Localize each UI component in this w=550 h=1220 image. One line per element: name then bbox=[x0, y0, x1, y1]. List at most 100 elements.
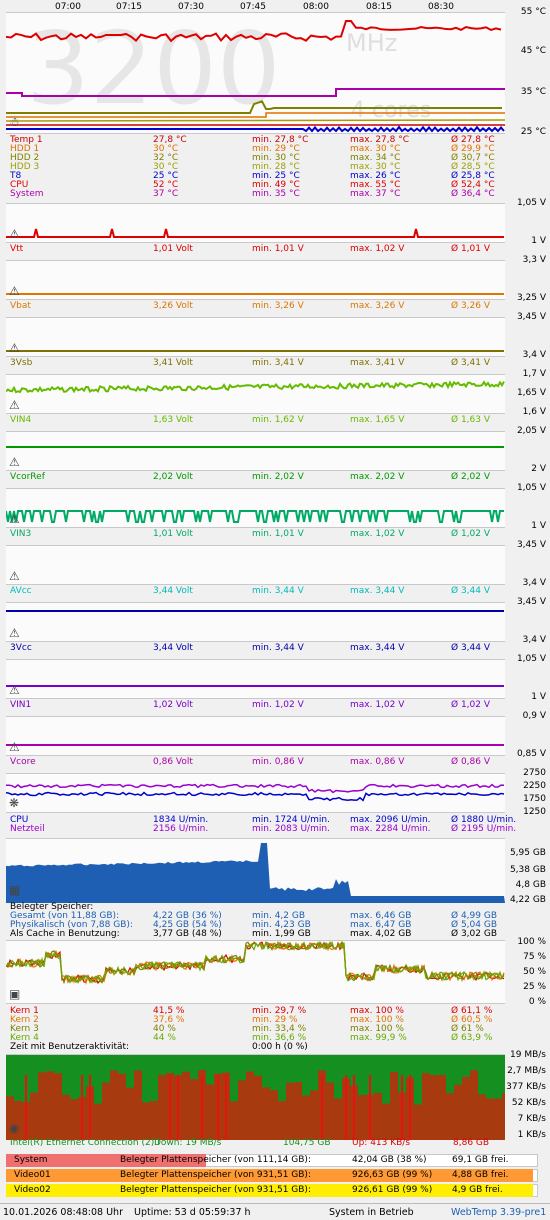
network-axis-label-4: 7 KB/s bbox=[517, 1114, 546, 1124]
time-label-1: 07:15 bbox=[116, 2, 142, 12]
fan-axis-label-0: 2750 bbox=[523, 768, 546, 778]
voltage-row-8-min: min. 1,02 V bbox=[252, 700, 304, 710]
voltage-row-9-min: min. 0,86 V bbox=[252, 757, 304, 767]
temp-row-2-avg: Ø 30,7 °C bbox=[451, 153, 495, 163]
voltage-row-4-max: max. 2,02 V bbox=[350, 472, 405, 482]
memory-row-2-avg: Ø 3,02 GB bbox=[451, 929, 497, 939]
upload-bar bbox=[478, 1094, 486, 1140]
fan-axis-label-2: 1750 bbox=[523, 794, 546, 804]
time-label-0: 07:00 bbox=[55, 2, 81, 12]
voltage-axis-top-0: 1,05 V bbox=[516, 198, 546, 208]
upload-bar bbox=[262, 1087, 270, 1140]
upload-bar bbox=[438, 1074, 446, 1140]
cpu-row-0-max: max. 100 % bbox=[350, 1006, 404, 1016]
voltage-axis-top-3: 1,7 V bbox=[522, 369, 546, 379]
voltage-axis-bottom-5: 1 V bbox=[531, 521, 546, 531]
activity-value: 0:00 h (0 %) bbox=[252, 1042, 308, 1052]
temp-row-0-max: max. 27,8 °C bbox=[350, 135, 410, 145]
voltage-axis-top-2: 3,45 V bbox=[516, 312, 546, 322]
disk-bar-fill-2 bbox=[6, 1184, 533, 1197]
peak-bar bbox=[369, 1075, 371, 1140]
upload-bar bbox=[70, 1099, 78, 1140]
temp-axis-label-1: 45 °C bbox=[520, 46, 546, 56]
cpu-row-3-min: min. 36,6 % bbox=[252, 1033, 307, 1043]
disk-free-1: 4,88 GB frei. bbox=[452, 1170, 509, 1180]
memory-row-1-min: min. 4,23 GB bbox=[252, 920, 311, 930]
fan-axis-label-1: 2250 bbox=[523, 781, 546, 791]
cpu-axis-label-2: 50 % bbox=[523, 967, 546, 977]
upload-bar bbox=[6, 1096, 14, 1140]
peak-bar bbox=[201, 1075, 203, 1140]
temp-row-5-name: CPU bbox=[10, 180, 29, 190]
time-label-5: 08:15 bbox=[366, 2, 392, 12]
network-axis-label-2: 377 KB/s bbox=[506, 1082, 546, 1092]
cpu-row-1-max: max. 100 % bbox=[350, 1015, 404, 1025]
voltage-warning-icon-7: ⚠ bbox=[9, 626, 20, 640]
upload-bar bbox=[182, 1071, 190, 1140]
cpu-clock-watermark: 3200 bbox=[26, 13, 281, 127]
voltage-row-4-min: min. 2,02 V bbox=[252, 472, 304, 482]
upload-bar bbox=[30, 1092, 38, 1140]
cpu-temp-line bbox=[6, 20, 502, 43]
cpu-axis-label-4: 0 % bbox=[528, 997, 546, 1007]
upload-bar bbox=[454, 1084, 462, 1140]
temp-row-2-min: min. 30 °C bbox=[252, 153, 300, 163]
temp-row-5-min: min. 49 °C bbox=[252, 180, 300, 190]
status-app-name: WebTemp 3.39-pre1 bbox=[451, 1207, 547, 1218]
cpu-row-1-min: min. 29 % bbox=[252, 1015, 298, 1025]
network-axis-label-3: 52 KB/s bbox=[511, 1098, 546, 1108]
mhz-watermark: MHz bbox=[346, 29, 397, 57]
upload-bar bbox=[446, 1092, 454, 1140]
peak-bar bbox=[81, 1075, 83, 1140]
temp-row-0-current: 27,8 °C bbox=[153, 135, 187, 145]
cpu-axis-label-3: 25 % bbox=[523, 982, 546, 992]
time-label-2: 07:30 bbox=[178, 2, 204, 12]
upload-bar bbox=[382, 1103, 390, 1140]
voltage-row-3-max: max. 1,65 V bbox=[350, 415, 405, 425]
cpu-row-2-avg: Ø 61 % bbox=[451, 1024, 484, 1034]
network-chart bbox=[6, 1054, 505, 1140]
temp-row-6-max: max. 37 °C bbox=[350, 189, 401, 199]
upload-bar bbox=[294, 1082, 302, 1140]
voltage-warning-icon-8: ⚠ bbox=[9, 683, 20, 697]
cpu-row-1-name: Kern 2 bbox=[10, 1015, 39, 1025]
network-up-total: 8,86 GB bbox=[453, 1138, 490, 1148]
voltage-series-0 bbox=[6, 228, 504, 238]
disk-free-2: 4,9 GB frei. bbox=[452, 1185, 503, 1195]
voltage-row-0-max: max. 1,02 V bbox=[350, 244, 405, 254]
voltage-row-9-avg: Ø 0,86 V bbox=[451, 757, 491, 767]
fan-row-0-current: 1834 U/min. bbox=[153, 815, 209, 825]
voltage-axis-mid-3: 1,65 V bbox=[516, 388, 546, 398]
memory-row-1-max: max. 6,47 GB bbox=[350, 920, 412, 930]
voltage-axis-bottom-9: 0,85 V bbox=[516, 749, 546, 759]
disk-label-2: Belegter Plattenspeicher (von 931,51 GB)… bbox=[120, 1185, 311, 1195]
fan-chart bbox=[6, 773, 505, 813]
voltage-warning-icon-5: ⚠ bbox=[9, 512, 20, 526]
memory-row-2-current: 3,77 GB (48 %) bbox=[153, 929, 222, 939]
voltage-axis-top-5: 1,05 V bbox=[516, 483, 546, 493]
upload-bar bbox=[206, 1084, 214, 1140]
voltage-line-2 bbox=[6, 350, 504, 352]
upload-bar bbox=[110, 1070, 118, 1140]
upload-bar bbox=[158, 1074, 166, 1140]
voltage-warning-icon-1: ⚠ bbox=[9, 284, 20, 298]
voltage-row-3-min: min. 1,62 V bbox=[252, 415, 304, 425]
upload-bar bbox=[310, 1090, 318, 1140]
voltage-chart-vin1 bbox=[6, 659, 505, 699]
upload-bar bbox=[230, 1101, 238, 1140]
network-down-total: 104,75 GB bbox=[283, 1138, 331, 1148]
voltage-chart-vcore bbox=[6, 716, 505, 756]
voltage-row-1-name: Vbat bbox=[10, 301, 31, 311]
voltage-series-3 bbox=[6, 380, 505, 394]
voltage-warning-icon-4: ⚠ bbox=[9, 455, 20, 469]
memory-axis-label-2: 4,8 GB bbox=[515, 880, 546, 890]
t8-temp-line bbox=[6, 125, 505, 133]
voltage-row-3-current: 1,63 Volt bbox=[153, 415, 193, 425]
voltage-axis-bottom-2: 3,4 V bbox=[522, 350, 546, 360]
voltage-row-2-current: 3,41 Volt bbox=[153, 358, 193, 368]
memory-row-1-name: Physikalisch (von 7,88 GB): bbox=[10, 920, 133, 930]
voltage-line-1 bbox=[6, 293, 504, 295]
time-label-4: 08:00 bbox=[303, 2, 329, 12]
download-bar bbox=[142, 1055, 150, 1140]
